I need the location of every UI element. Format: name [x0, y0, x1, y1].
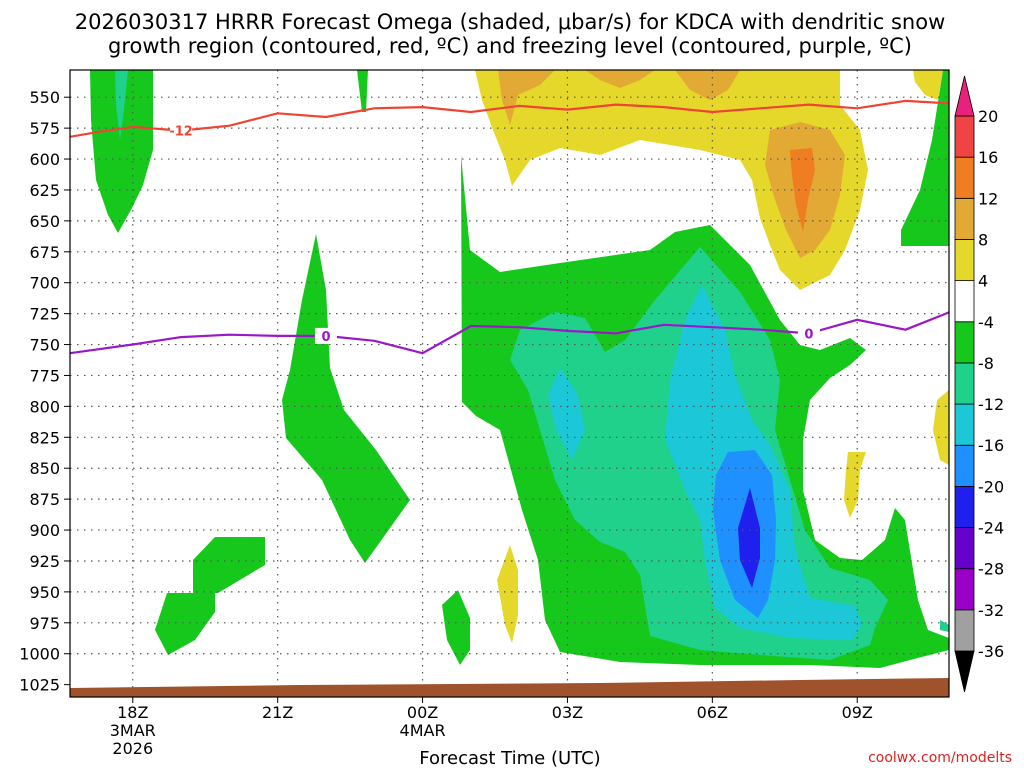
colorbar-label--16: -16	[978, 436, 1004, 455]
y-tick-label-825: 825	[29, 428, 60, 447]
contour-freezing-label-bg-1	[797, 325, 820, 342]
colorbar-segment-1	[954, 609, 975, 652]
contour-freezing-label-0: 0	[321, 330, 330, 345]
y-tick-label-875: 875	[29, 490, 60, 509]
omega-region-yellow-top-right	[913, 70, 943, 100]
x-tick-label-09Z: 09Z	[842, 703, 873, 722]
omega-shade-yellow	[475, 70, 949, 643]
y-tick-label-575: 575	[29, 119, 60, 138]
omega-region-green-small-c	[442, 590, 470, 665]
colorbar-top-arrow	[954, 75, 975, 117]
y-tick-label-1025: 1025	[19, 676, 60, 695]
colorbar-label--24: -24	[978, 519, 1004, 538]
colorbar-segment-8	[954, 321, 975, 364]
omega-region-green-top-left	[90, 70, 153, 233]
omega-region-teal-top-left	[115, 70, 128, 140]
colorbar-label-8: 8	[978, 230, 988, 249]
y-tick-label-775: 775	[29, 366, 60, 385]
omega-region-cyan-left	[548, 368, 585, 460]
y-tick-label-925: 925	[29, 552, 60, 571]
contour-dendritic-label-bg-0	[170, 122, 193, 139]
credit-text: coolwx.com/modelts	[868, 750, 1012, 766]
contour-dendritic-label-0: -12	[169, 125, 193, 140]
omega-region-yellow-lower	[497, 545, 518, 643]
y-tick-label-975: 975	[29, 614, 60, 633]
y-tick-label-700: 700	[29, 274, 60, 293]
x-tick-label-03Z: 03Z	[552, 703, 583, 722]
omega-region-gold-c	[675, 70, 740, 100]
colorbar: -36 -32 -28 -24 -20 -16 -12 -8 -4 4 8 12 16 20	[954, 75, 1004, 693]
contour-freezing-label-1: 0	[804, 327, 813, 342]
colorbar-label-4: 4	[978, 272, 988, 291]
omega-region-teal-right-edge	[940, 620, 949, 632]
y-tick-label-850: 850	[29, 459, 60, 478]
y-tick-label-950: 950	[29, 583, 60, 602]
plot-area: -12 0 0	[69, 69, 950, 698]
omega-region-yellow-right-b	[844, 452, 866, 518]
colorbar-label--4: -4	[978, 313, 994, 332]
y-tick-label-625: 625	[29, 181, 60, 200]
x-tick-year-18Z: 2026	[112, 739, 153, 758]
ground-terrain	[70, 678, 949, 697]
colorbar-segment-3	[954, 527, 975, 570]
x-axis-label: Forecast Time (UTC)	[419, 748, 600, 768]
omega-region-green-top-blob	[357, 70, 368, 112]
colorbar-segment-11	[954, 197, 975, 240]
colorbar-segment-12	[954, 156, 975, 199]
colorbar-segment-5	[954, 444, 975, 487]
plot-frame	[69, 69, 950, 698]
chart-title-line2: growth region (contoured, red, ºC) and f…	[108, 34, 912, 58]
y-tick-label-900: 900	[29, 521, 60, 540]
x-tick-label-18Z: 18Z	[117, 703, 148, 722]
y-tick-label-800: 800	[29, 397, 60, 416]
omega-region-green-small-b	[155, 593, 215, 655]
colorbar-label-16: 16	[978, 148, 998, 167]
colorbar-segment-2	[954, 568, 975, 611]
y-tick-label-550: 550	[29, 88, 60, 107]
colorbar-label--28: -28	[978, 560, 1004, 579]
x-tick-label-06Z: 06Z	[697, 703, 728, 722]
omega-region-green-21z	[282, 234, 410, 563]
colorbar-segment-6	[954, 403, 975, 446]
omega-region-yellow-right-a	[933, 390, 949, 465]
colorbar-segment-4	[954, 485, 975, 528]
y-tick-label-650: 650	[29, 212, 60, 231]
contour-freezing-label-bg-0	[314, 327, 337, 344]
colorbar-label--8: -8	[978, 354, 994, 373]
colorbar-label-12: 12	[978, 189, 998, 208]
omega-region-gold-b	[585, 70, 655, 88]
x-tick-label-21Z: 21Z	[262, 703, 293, 722]
omega-region-yellow-upper	[475, 70, 868, 290]
y-tick-label-750: 750	[29, 336, 60, 355]
x-tick-label-00Z: 00Z	[407, 703, 438, 722]
colorbar-segment-7	[954, 362, 975, 405]
colorbar-label--36: -36	[978, 642, 1004, 661]
colorbar-segment-13	[954, 115, 975, 158]
y-tick-label-1000: 1000	[19, 645, 60, 664]
omega-shade-orange	[790, 148, 815, 232]
y-tick-label-600: 600	[29, 150, 60, 169]
colorbar-bottom-arrow	[954, 650, 975, 693]
colorbar-segment-9	[954, 280, 975, 323]
colorbar-segment-10	[954, 239, 975, 282]
x-tick-date-18Z: 3MAR	[110, 721, 156, 740]
chart-title-line1: 2026030317 HRRR Forecast Omega (shaded, …	[75, 10, 946, 34]
omega-region-gold-a	[498, 70, 555, 125]
omega-region-green-small-a	[193, 537, 265, 593]
contour-layer: -12 0 0	[69, 99, 950, 355]
y-tick-label-725: 725	[29, 305, 60, 324]
omega-region-green-top-right	[901, 70, 949, 246]
y-tick-label-675: 675	[29, 243, 60, 262]
colorbar-label--20: -20	[978, 477, 1004, 496]
omega-shade-deep-blue	[738, 488, 760, 588]
x-tick-date-00Z: 4MAR	[400, 721, 446, 740]
colorbar-label--12: -12	[978, 395, 1004, 414]
y-axis: 550 575 600 625 650 675 700 725 750 775 800 825 850 8…	[19, 88, 70, 695]
colorbar-label--32: -32	[978, 601, 1004, 620]
colorbar-label-20: 20	[978, 107, 998, 126]
